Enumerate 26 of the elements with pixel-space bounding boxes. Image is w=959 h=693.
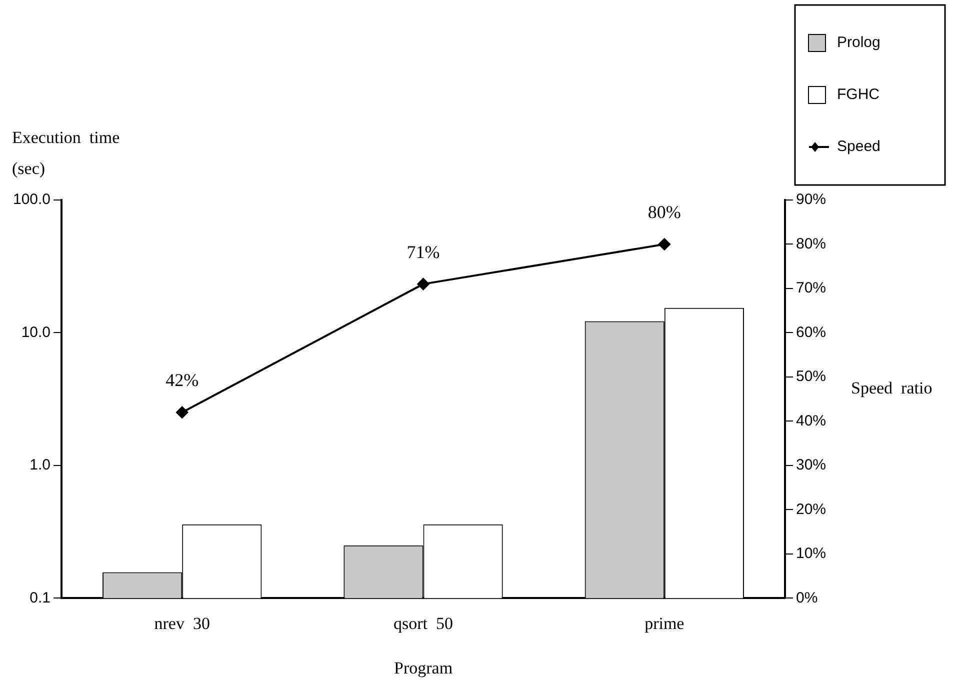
y2-tick-label: 60% (796, 324, 826, 341)
data-label: 42% (166, 370, 199, 390)
y2-tick-label: 30% (796, 456, 826, 474)
y-tick-label: 100.0 (12, 191, 51, 208)
y-tick-label: 0.1 (30, 589, 51, 606)
data-label: 71% (406, 242, 440, 262)
x-tick-label: qsort 50 (394, 614, 454, 633)
y2-tick-label: 40% (796, 412, 826, 430)
data-label: 80% (648, 202, 681, 222)
y2-tick-label: 50% (796, 368, 826, 386)
y2-tick-label: 0% (796, 589, 818, 606)
x-tick-label: nrev 30 (154, 614, 210, 633)
legend-label: FGHC (837, 86, 880, 104)
legend-label: Speed (837, 138, 880, 156)
y2-tick-label: 20% (796, 500, 826, 518)
y-tick-label: 10.0 (21, 324, 51, 341)
y-axis-title: Execution time (sec) (12, 128, 120, 178)
x-tick-label: prime (644, 614, 684, 633)
y-tick-label: 1.0 (30, 456, 51, 474)
y2-tick-label: 10% (796, 545, 826, 562)
legend-label: Prolog (837, 34, 880, 52)
y2-tick-label: 80% (796, 235, 826, 252)
y2-tick-label: 70% (796, 280, 826, 297)
y2-tick-label: 90% (796, 191, 826, 208)
y2-axis-title: Speed ratio (851, 378, 932, 398)
x-axis-title: Program (394, 658, 453, 678)
